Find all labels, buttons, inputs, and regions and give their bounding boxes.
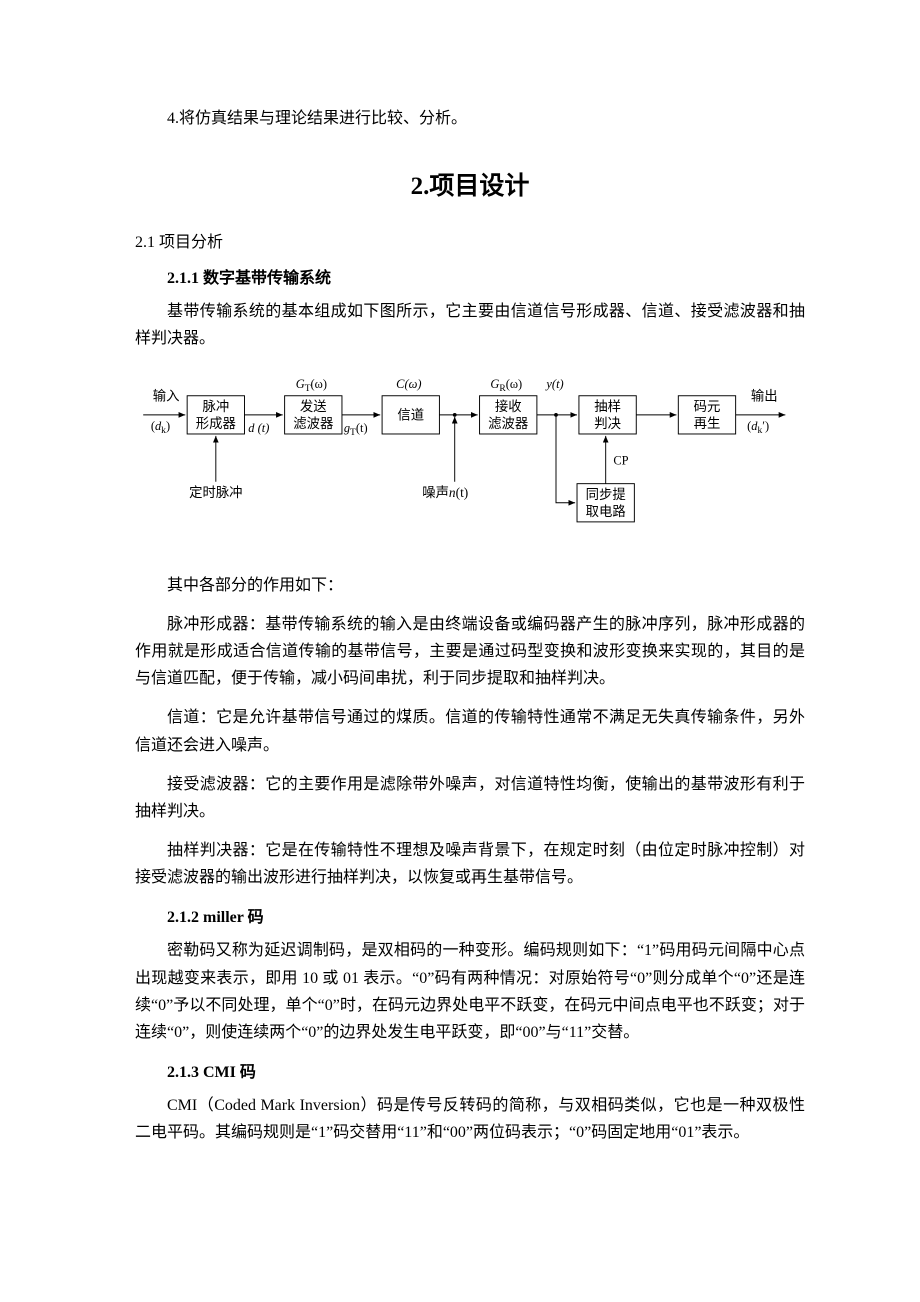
svg-text:取电路: 取电路 <box>586 504 626 519</box>
svg-text:形成器: 形成器 <box>196 416 236 431</box>
svg-text:信道: 信道 <box>397 407 424 422</box>
para-211-intro: 基带传输系统的基本组成如下图所示，它主要由信道信号形成器、信道、接受滤波器和抽样… <box>135 298 805 352</box>
label-noise: 噪声n(t) <box>422 485 468 500</box>
label-GT: GT(ω) <box>296 377 327 394</box>
svg-text:发送: 发送 <box>300 399 327 414</box>
label-dk: (dk) <box>151 419 170 436</box>
para-channel: 信道：它是允许基带信号通过的煤质。信道的传输特性通常不满足无失真传输条件，另外信… <box>135 704 805 758</box>
svg-text:判决: 判决 <box>594 416 621 431</box>
svg-text:接收: 接收 <box>495 398 522 414</box>
para-parts-intro: 其中各部分的作用如下： <box>135 572 805 599</box>
para-pulse-former: 脉冲形成器：基带传输系统的输入是由终端设备或编码器产生的脉冲序列，脉冲形成器的作… <box>135 611 805 693</box>
label-clock: 定时脉冲 <box>189 485 242 500</box>
svg-text:滤波器: 滤波器 <box>293 416 333 431</box>
heading-2-1-2: 2.1.2 miller 码 <box>135 903 805 927</box>
para-cmi: CMI（Coded Mark Inversion）码是传号反转码的简称，与双相码… <box>135 1092 805 1146</box>
para-rx-filter: 接受滤波器：它的主要作用是滤除带外噪声，对信道特性均衡，使输出的基带波形有利于抽… <box>135 771 805 825</box>
intro-item4: 4.将仿真结果与理论结果进行比较、分析。 <box>135 105 805 132</box>
label-dkprime: (dk′) <box>747 419 769 436</box>
svg-text:同步提: 同步提 <box>586 487 626 502</box>
svg-text:码元: 码元 <box>694 399 721 414</box>
label-yt: y(t) <box>544 377 563 391</box>
svg-text:再生: 再生 <box>694 416 721 431</box>
heading-2-1-3: 2.1.3 CMI 码 <box>135 1058 805 1082</box>
page: 4.将仿真结果与理论结果进行比较、分析。 2.项目设计 2.1 项目分析 2.1… <box>0 0 920 1302</box>
label-input: 输入 <box>153 388 180 403</box>
label-gT: gT(t) <box>344 421 368 438</box>
label-output: 输出 <box>751 388 778 403</box>
section-2-1: 2.1 项目分析 <box>135 228 805 252</box>
svg-text:抽样: 抽样 <box>594 399 621 414</box>
label-CP: CP <box>613 453 628 467</box>
para-miller: 密勒码又称为延迟调制码，是双相码的一种变形。编码规则如下：“1”码用码元间隔中心… <box>135 937 805 1046</box>
main-title: 2.项目设计 <box>135 166 805 202</box>
svg-text:滤波器: 滤波器 <box>488 416 528 431</box>
label-dt: d (t) <box>248 421 269 435</box>
baseband-system-diagram: 输入 (dk) 脉冲 形成器 d (t) GT(ω) 发送 滤波器 gT( <box>135 369 805 546</box>
label-Cw: C(ω) <box>396 377 421 391</box>
svg-text:脉冲: 脉冲 <box>202 399 229 414</box>
label-GR: GR(ω) <box>490 377 522 394</box>
heading-2-1-1: 2.1.1 数字基带传输系统 <box>135 264 805 288</box>
para-sampler: 抽样判决器：它是在传输特性不理想及噪声背景下，在规定时刻（由位定时脉冲控制）对接… <box>135 837 805 891</box>
